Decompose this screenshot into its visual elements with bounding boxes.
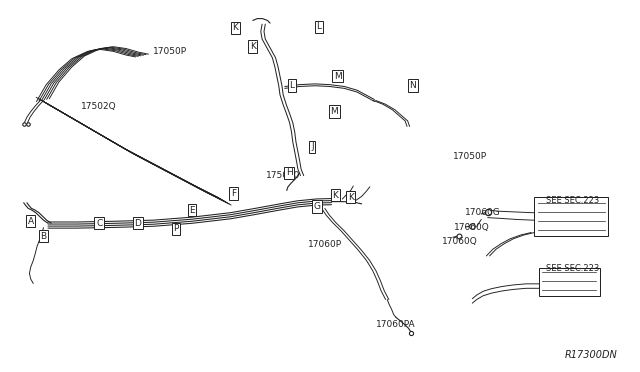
Text: K: K	[250, 42, 256, 51]
Text: M: M	[330, 107, 338, 116]
Text: P: P	[173, 224, 179, 233]
Text: N: N	[410, 81, 416, 90]
Bar	[534, 197, 608, 236]
Text: 17050P: 17050P	[453, 153, 488, 161]
Text: K: K	[232, 23, 239, 32]
Text: R17300DN: R17300DN	[565, 350, 618, 360]
Text: 17060G: 17060G	[465, 208, 501, 217]
Text: 17060Q: 17060Q	[442, 237, 477, 246]
Text: 17502Q: 17502Q	[81, 102, 117, 110]
Text: L: L	[316, 22, 321, 31]
Text: D: D	[134, 219, 141, 228]
Text: A: A	[28, 217, 34, 226]
Text: M: M	[334, 72, 342, 81]
Text: 17050P: 17050P	[152, 47, 187, 56]
Text: L: L	[289, 81, 294, 90]
Text: G: G	[314, 202, 320, 211]
Text: SEE SEC.223: SEE SEC.223	[546, 264, 600, 273]
Text: K: K	[348, 193, 354, 202]
Text: E: E	[189, 206, 195, 215]
Text: SEE SEC.223: SEE SEC.223	[546, 196, 600, 205]
Text: 17060Q: 17060Q	[454, 223, 490, 232]
Text: 175020: 175020	[266, 171, 301, 180]
Bar	[539, 268, 600, 296]
Text: F: F	[231, 189, 236, 198]
Text: B: B	[40, 232, 47, 241]
Text: 17060P: 17060P	[308, 240, 342, 249]
Text: 17060PA: 17060PA	[376, 320, 415, 329]
Text: H: H	[286, 169, 292, 177]
Text: C: C	[96, 219, 102, 228]
Text: J: J	[311, 142, 314, 151]
Text: K: K	[332, 191, 339, 200]
